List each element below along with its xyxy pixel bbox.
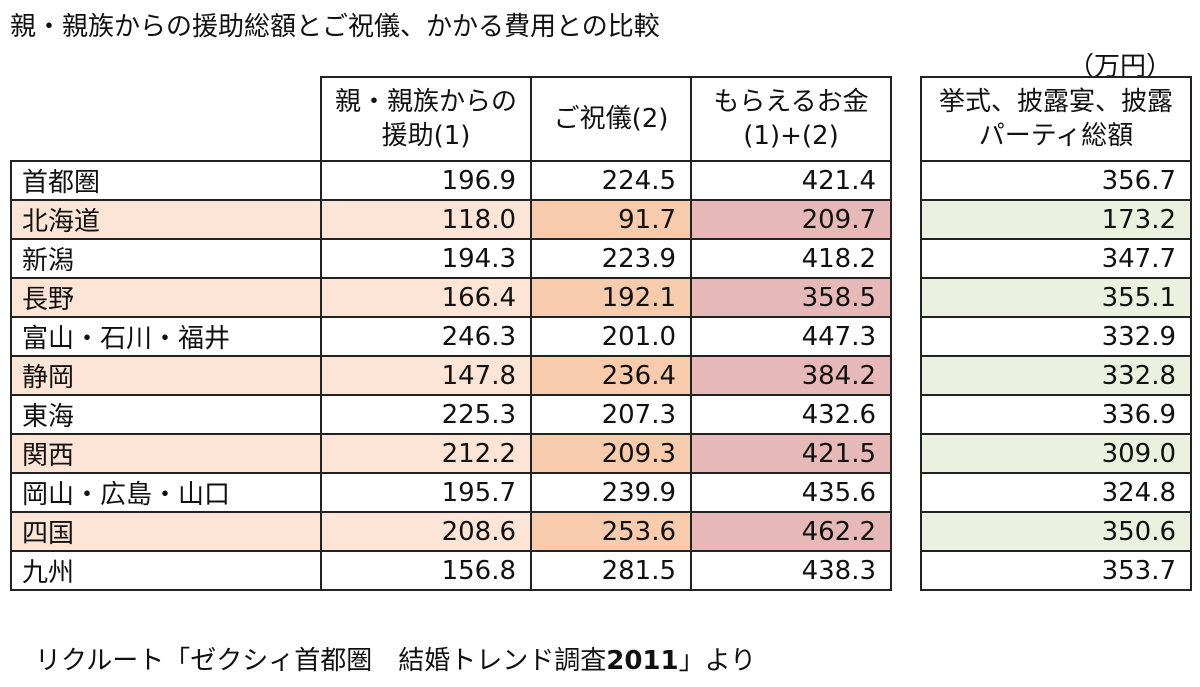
- received-total-cell: 384.2: [690, 355, 892, 396]
- parental-aid-cell: 225.3: [320, 394, 532, 435]
- column-gap: [891, 551, 921, 590]
- table-row: 富山・石川・福井 246.3 201.0 447.3 332.9: [10, 316, 1192, 357]
- received-total-cell: 447.3: [690, 316, 892, 357]
- gift-money-cell: 253.6: [530, 511, 692, 552]
- received-total-cell: 421.5: [690, 433, 892, 474]
- column-gap: [891, 512, 921, 551]
- header-corner: [11, 77, 321, 161]
- gift-money-cell: 192.1: [530, 277, 692, 318]
- table-row: 長野 166.4 192.1 358.5 355.1: [10, 277, 1192, 318]
- table-row: 静岡 147.8 236.4 384.2 332.8: [10, 355, 1192, 396]
- wedding-cost-cell: 353.7: [920, 550, 1192, 591]
- table-row: 九州 156.8 281.5 438.3 353.7: [10, 550, 1192, 591]
- wedding-cost-cell: 350.6: [920, 511, 1192, 552]
- gift-money-cell: 201.0: [530, 316, 692, 357]
- region-cell: 北海道: [10, 199, 322, 240]
- source-suffix: 」より: [678, 646, 757, 676]
- column-gap: [891, 473, 921, 512]
- region-cell: 富山・石川・福井: [10, 316, 322, 357]
- received-total-cell: 432.6: [690, 394, 892, 435]
- region-cell: 東海: [10, 394, 322, 435]
- source-note: リクルート「ゼクシィ首都圏 結婚トレンド調査2011」より: [35, 640, 756, 677]
- table-row: 北海道 118.0 91.7 209.7 173.2: [10, 199, 1192, 240]
- region-cell: 首都圏: [10, 160, 322, 201]
- wedding-cost-cell: 309.0: [920, 433, 1192, 474]
- gift-money-cell: 207.3: [530, 394, 692, 435]
- wedding-cost-cell: 173.2: [920, 199, 1192, 240]
- parental-aid-cell: 246.3: [320, 316, 532, 357]
- header-wedding-cost: 挙式、披露宴、披露パーティ総額: [920, 76, 1192, 162]
- header-parental-aid: 親・親族からの援助(1): [320, 76, 532, 162]
- header-row: 親・親族からの援助(1) ご祝儀(2) もらえるお金(1)+(2) 挙式、披露宴…: [11, 76, 1192, 162]
- table-row: 首都圏 196.9 224.5 421.4 356.7: [10, 160, 1192, 201]
- received-total-cell: 462.2: [690, 511, 892, 552]
- source-year: 2011: [606, 646, 679, 676]
- table-row: 東海 225.3 207.3 432.6 336.9: [10, 394, 1192, 435]
- parental-aid-cell: 156.8: [320, 550, 532, 591]
- received-total-cell: 438.3: [690, 550, 892, 591]
- region-cell: 長野: [10, 277, 322, 318]
- header-received-total: もらえるお金(1)+(2): [690, 76, 892, 162]
- gift-money-cell: 224.5: [530, 160, 692, 201]
- region-cell: 岡山・広島・山口: [10, 472, 322, 513]
- parental-aid-cell: 147.8: [320, 355, 532, 396]
- table-row: 新潟 194.3 223.9 418.2 347.7: [10, 238, 1192, 279]
- header-gift-money: ご祝儀(2): [530, 76, 692, 162]
- region-cell: 四国: [10, 511, 322, 552]
- wedding-cost-cell: 332.9: [920, 316, 1192, 357]
- column-gap: [891, 356, 921, 395]
- gift-money-cell: 209.3: [530, 433, 692, 474]
- parental-aid-cell: 208.6: [320, 511, 532, 552]
- column-gap: [891, 200, 921, 239]
- column-gap: [891, 239, 921, 278]
- wedding-cost-cell: 336.9: [920, 394, 1192, 435]
- parental-aid-cell: 194.3: [320, 238, 532, 279]
- gift-money-cell: 281.5: [530, 550, 692, 591]
- received-total-cell: 358.5: [690, 277, 892, 318]
- wedding-cost-cell: 324.8: [920, 472, 1192, 513]
- region-cell: 関西: [10, 433, 322, 474]
- column-gap: [891, 434, 921, 473]
- header-gap: [891, 77, 921, 161]
- table-row: 関西 212.2 209.3 421.5 309.0: [10, 433, 1192, 474]
- region-cell: 九州: [10, 550, 322, 591]
- received-total-cell: 209.7: [690, 199, 892, 240]
- gift-money-cell: 239.9: [530, 472, 692, 513]
- comparison-table: 親・親族からの援助(1) ご祝儀(2) もらえるお金(1)+(2) 挙式、披露宴…: [10, 76, 1192, 591]
- region-cell: 新潟: [10, 238, 322, 279]
- gift-money-cell: 91.7: [530, 199, 692, 240]
- parental-aid-cell: 118.0: [320, 199, 532, 240]
- wedding-cost-cell: 332.8: [920, 355, 1192, 396]
- received-total-cell: 421.4: [690, 160, 892, 201]
- table-row: 岡山・広島・山口 195.7 239.9 435.6 324.8: [10, 472, 1192, 513]
- received-total-cell: 418.2: [690, 238, 892, 279]
- parental-aid-cell: 196.9: [320, 160, 532, 201]
- column-gap: [891, 161, 921, 200]
- column-gap: [891, 317, 921, 356]
- parental-aid-cell: 195.7: [320, 472, 532, 513]
- column-gap: [891, 278, 921, 317]
- table-row: 四国 208.6 253.6 462.2 350.6: [10, 511, 1192, 552]
- received-total-cell: 435.6: [690, 472, 892, 513]
- region-cell: 静岡: [10, 355, 322, 396]
- gift-money-cell: 223.9: [530, 238, 692, 279]
- wedding-cost-cell: 355.1: [920, 277, 1192, 318]
- chart-title: 親・親族からの援助総額とご祝儀、かかる費用との比較: [10, 12, 660, 42]
- parental-aid-cell: 212.2: [320, 433, 532, 474]
- parental-aid-cell: 166.4: [320, 277, 532, 318]
- wedding-cost-cell: 347.7: [920, 238, 1192, 279]
- wedding-cost-cell: 356.7: [920, 160, 1192, 201]
- column-gap: [891, 395, 921, 434]
- source-prefix: リクルート「ゼクシィ首都圏 結婚トレンド調査: [35, 646, 607, 676]
- gift-money-cell: 236.4: [530, 355, 692, 396]
